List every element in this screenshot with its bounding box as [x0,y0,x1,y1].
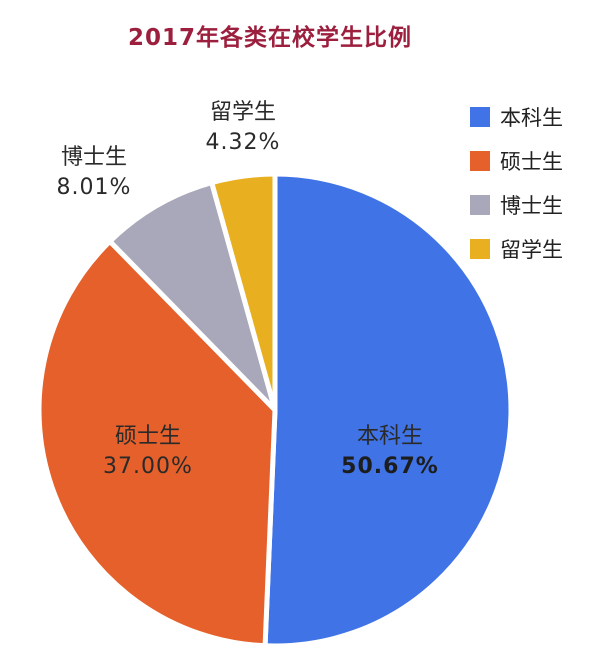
slice-label-percent: 8.01% [56,175,132,200]
slice-label-name: 博士生 [60,145,128,170]
legend-swatch [470,239,490,259]
legend-label: 留学生 [500,238,563,262]
legend-item-master: 硕士生 [470,139,563,183]
slice-label-master: 硕士生 37.00% [103,422,193,482]
legend-label: 博士生 [500,194,563,218]
slice-label-name: 留学生 [209,100,277,125]
slice-label-doctoral: 博士生 8.01% [57,143,132,203]
pie-slice-doctoral [107,180,278,413]
slice-label-name: 本科生 [356,424,424,449]
legend-item-doctoral: 博士生 [470,183,563,227]
slice-label-undergraduate: 本科生 50.67% [341,422,439,482]
legend-item-undergraduate: 本科生 [470,95,563,139]
legend-swatch [470,107,490,127]
legend-swatch [470,195,490,215]
pie-slice-undergraduate [262,171,514,649]
slice-label-percent: 37.00% [103,454,193,479]
legend-label: 硕士生 [500,150,563,174]
pie-slice-international [209,171,278,413]
legend-swatch [470,151,490,171]
pie-slice-master [36,238,278,649]
slice-label-name: 硕士生 [114,424,182,449]
slice-label-percent: 50.67% [341,454,439,479]
legend-label: 本科生 [500,106,563,130]
slice-label-percent: 4.32% [205,130,281,155]
legend-item-international: 留学生 [470,227,563,271]
chart-title: 2017年各类在校学生比例 [127,25,412,51]
legend: 本科生 硕士生 博士生 留学生 [470,95,563,271]
slice-label-international: 留学生 4.32% [206,98,281,158]
